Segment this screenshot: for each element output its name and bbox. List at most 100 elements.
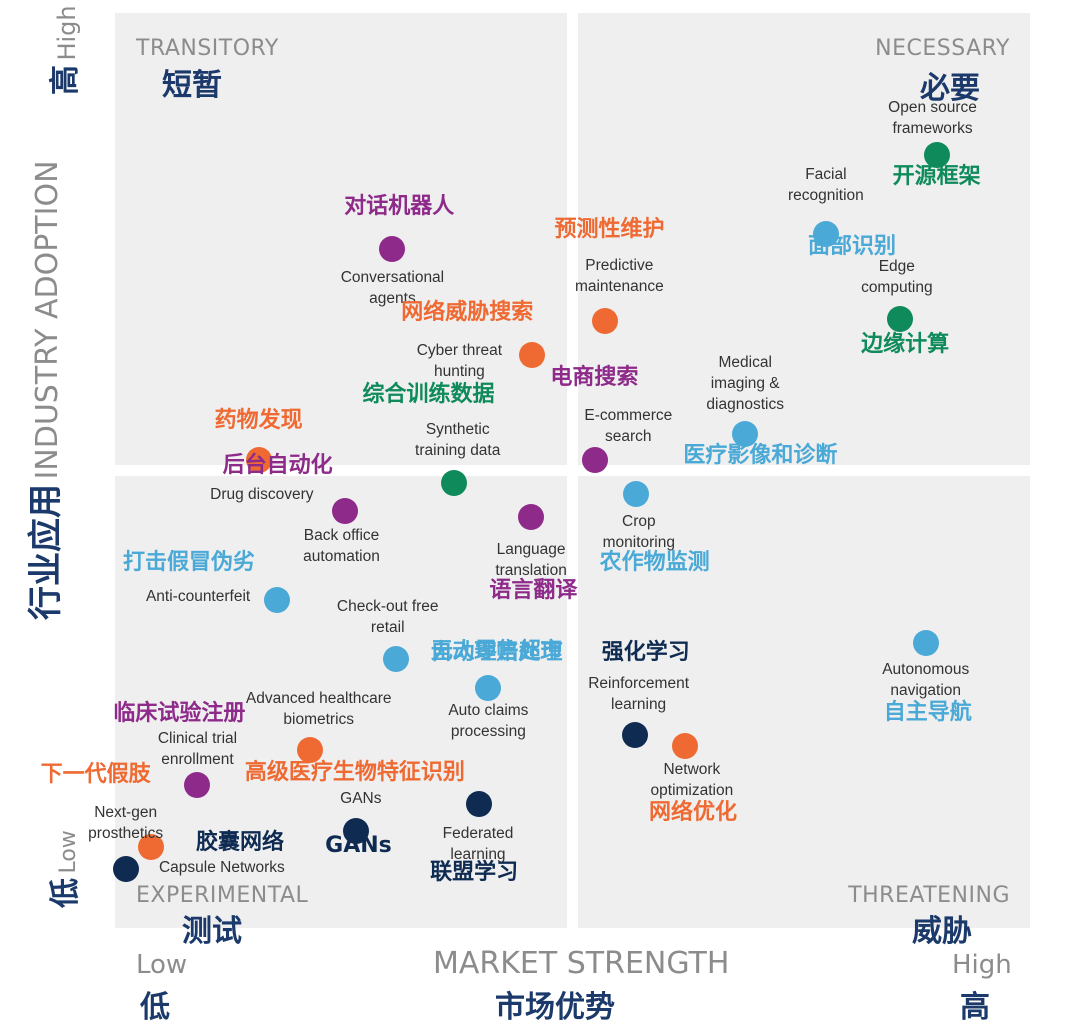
point-label: Edge computing — [861, 257, 933, 296]
point-marker — [263, 587, 290, 614]
point-marker — [672, 732, 699, 759]
x-axis-title: MARKET STRENGTH — [433, 946, 730, 981]
point-label: Medical imaging & diagnostics — [706, 353, 784, 413]
point-marker — [331, 497, 358, 524]
point-marker — [466, 790, 493, 817]
point-label: Next-gen prosthetics — [88, 803, 164, 842]
y-axis-title-group: 行业应用 INDUSTRY ADOPTION — [18, 160, 67, 620]
point-label: E-commerce search — [584, 407, 673, 446]
quadrant-transitory-label: TRANSITORY — [136, 36, 279, 61]
y-axis-title-zh: 行业应用 — [26, 484, 66, 620]
point-label: Check-out free retail — [336, 597, 439, 636]
y-axis-high-group: 高 High — [40, 5, 84, 95]
point-label-zh: 电商搜索 — [550, 365, 639, 391]
point-label-zh: 高级医疗生物特征识别 — [244, 759, 465, 785]
point-marker — [296, 736, 323, 763]
point-label-zh: 开源框架 — [892, 163, 981, 189]
point-label-zh: 无人零售超市 — [430, 638, 563, 664]
point-label: Cyber threat hunting — [416, 342, 503, 381]
point-label: Language translation — [495, 541, 567, 580]
point-label-zh: 面部识别 — [807, 234, 896, 260]
quadrant-necessary-bg — [578, 13, 1030, 465]
quadrant-threatening-label-zh: 威胁 — [912, 914, 972, 949]
point-marker — [342, 818, 369, 844]
quadrant-necessary-label: NECESSARY — [875, 36, 1010, 61]
point-label-zh: 网络优化 — [649, 799, 738, 825]
quadrant-experimental-label: EXPERIMENTAL — [136, 883, 309, 908]
point-label-zh: 网络威胁搜索 — [401, 300, 534, 326]
point-label-zh: 下一代假肢 — [40, 761, 151, 787]
point-label: Capsule Networks — [158, 859, 285, 877]
point-label: Advanced healthcare biometrics — [245, 689, 392, 728]
x-axis-high-label-zh: 高 — [960, 990, 990, 1025]
point-label-zh: 联盟学习 — [430, 859, 519, 885]
point-marker — [440, 470, 467, 497]
quadrant-threatening-bg — [578, 476, 1030, 928]
quadrant-experimental-label-zh: 测试 — [182, 914, 242, 949]
point-marker — [112, 856, 139, 883]
x-axis-high-label: High — [952, 950, 1012, 980]
point-marker — [382, 645, 409, 672]
point-label: Network optimization — [650, 760, 734, 799]
point-label-zh: 边缘计算 — [861, 331, 950, 357]
point-label: Federated learning — [442, 824, 514, 863]
point-marker — [245, 446, 272, 473]
point-label-zh: 自主导航 — [883, 700, 972, 726]
point-marker — [184, 772, 211, 799]
y-axis-title: INDUSTRY ADOPTION — [30, 160, 65, 480]
point-label: Facial recognition — [787, 166, 864, 205]
point-label: Clinical trial enrollment — [157, 730, 238, 769]
quadrant-necessary-label-zh: 必要 — [920, 71, 980, 106]
point-label-zh: 胶囊网络 — [195, 830, 284, 856]
point-label-zh: 医疗影像和诊断 — [683, 442, 838, 468]
point-label: GANs — [340, 790, 382, 807]
y-axis-low-group: 低 Low — [40, 830, 84, 908]
point-label-zh: 预测性维护 — [554, 217, 665, 243]
point-label: Drug discovery — [210, 485, 314, 503]
point-label: Open source frameworks — [888, 98, 977, 137]
point-marker — [812, 221, 839, 248]
point-label: Conversational agents — [340, 269, 445, 308]
quadrant-transitory-label-zh: 短暂 — [162, 68, 222, 103]
point-label: Predictive maintenance — [574, 257, 664, 296]
point-label: Back office automation — [303, 526, 380, 565]
point-marker — [475, 675, 502, 702]
point-marker — [582, 447, 609, 474]
quadrant-transitory-bg — [115, 13, 567, 465]
point-label-zh: 临床试验注册 — [113, 701, 246, 727]
point-marker — [923, 141, 950, 168]
point-label: Reinforcement learning — [588, 674, 690, 713]
point-marker — [732, 420, 759, 447]
y-axis-high-label-zh: 高 — [48, 65, 83, 95]
quadrant-threatening-label: THREATENING — [848, 883, 1010, 908]
point-marker — [518, 504, 545, 531]
x-axis-low-label: Low — [136, 950, 188, 980]
quadrant-experimental-bg — [115, 476, 567, 928]
point-label-zh: 综合训练数据 — [362, 382, 495, 408]
point-marker — [519, 342, 546, 369]
y-axis-high-label: High — [53, 5, 81, 61]
point-marker — [622, 481, 649, 508]
point-label: Crop monitoring — [602, 513, 675, 552]
point-label: Synthetic training data — [415, 421, 501, 460]
point-label-zh: 后台自动化 — [222, 452, 333, 478]
point-marker — [912, 630, 939, 657]
point-label-zh: 打击假冒伪劣 — [122, 550, 255, 576]
point-label-zh: GANs — [325, 833, 392, 858]
point-marker — [137, 833, 164, 860]
point-label-zh: 对话机器人 — [344, 194, 455, 220]
x-axis-low-label-zh: 低 — [140, 990, 170, 1025]
point-label: Anti-counterfeit — [145, 588, 251, 606]
point-marker — [379, 236, 406, 263]
point-marker — [621, 721, 648, 748]
y-axis-low-label: Low — [56, 830, 81, 874]
point-label-zh: 自动理赔处理 — [430, 640, 563, 666]
point-label-zh: 药物发现 — [214, 407, 303, 433]
y-axis-low-label-zh: 低 — [48, 878, 83, 908]
point-label-zh: 农作物监测 — [599, 550, 710, 576]
x-axis-title-zh: 市场优势 — [495, 990, 615, 1025]
point-marker — [887, 305, 914, 332]
point-label-zh: 语言翻译 — [489, 578, 578, 604]
point-label-zh: 强化学习 — [601, 639, 690, 665]
